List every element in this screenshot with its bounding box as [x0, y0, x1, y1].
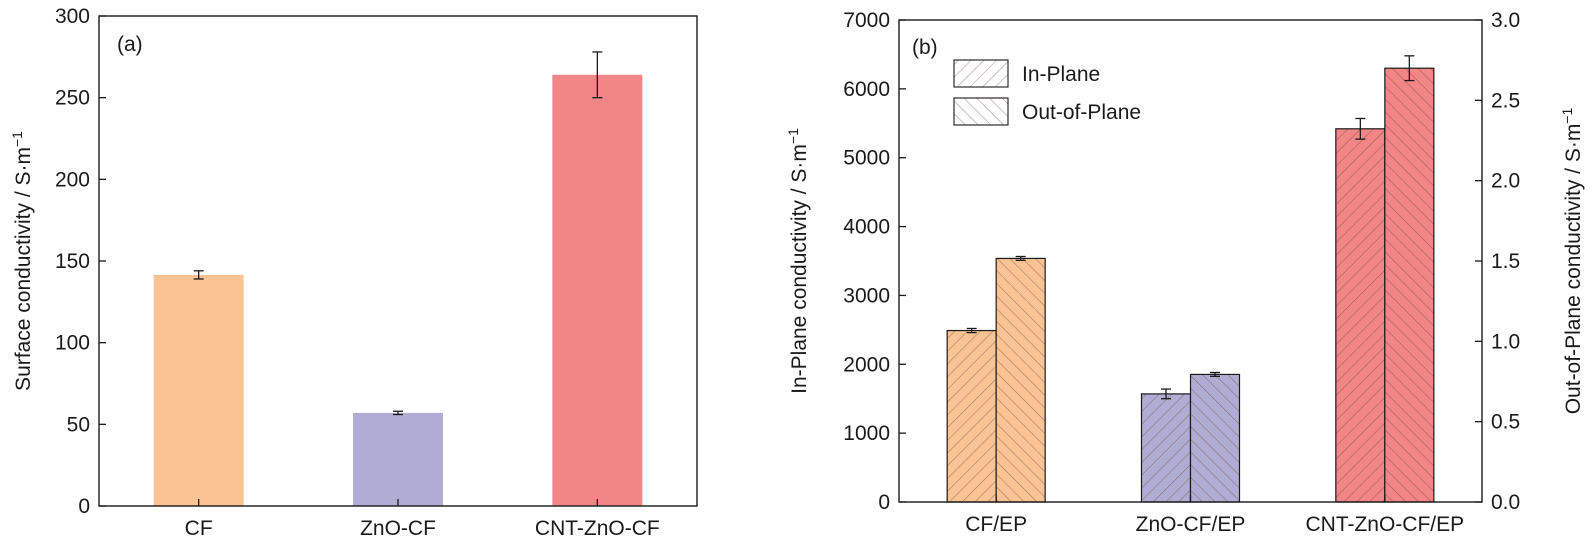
panel-a-y-axis-title-superscript: −1	[9, 131, 25, 147]
panel-b-left-y-axis-title-text: In-Plane conductivity / S·m	[788, 144, 811, 394]
panel-b-out-of-plane-bar-hatch	[995, 257, 1046, 503]
panel-a-y-tick-label: 200	[55, 168, 90, 191]
panel-b-right-y-tick-label: 2.0	[1491, 170, 1520, 193]
panel-a-y-axis-ticks: 0 50 100 150 200 250 300	[55, 5, 106, 518]
panel-a-bar	[153, 274, 244, 506]
panel-a-y-tick-label: 0	[78, 495, 90, 518]
panel-b-label: (b)	[912, 36, 938, 59]
panel-a-x-tick-label: ZnO-CF	[360, 517, 436, 540]
panel-a-y-tick-label: 100	[55, 332, 90, 355]
panel-b-right-y-tick-label: 1.5	[1491, 250, 1520, 273]
panel-a-y-tick-label: 50	[67, 413, 90, 436]
panel-b-left-y-tick-label: 4000	[843, 216, 890, 239]
panel-b-left-y-tick-label: 6000	[843, 78, 890, 101]
panel-b-right-y-tick-label: 0.0	[1491, 491, 1520, 514]
panel-a-y-axis-title: Surface conductivity / S·m−1	[9, 131, 35, 391]
panel-b-x-tick-label: CF/EP	[965, 513, 1027, 536]
panel-b-left-y-tick-label: 1000	[843, 422, 890, 445]
panel-b-right-y-tick-label: 3.0	[1491, 9, 1520, 32]
panel-b-right-y-tick-label: 2.5	[1491, 89, 1520, 112]
panel-b-right-y-axis-title: Out-of-Plane conductivity / S·m−1	[1559, 108, 1585, 415]
legend-label: Out-of-Plane	[1022, 101, 1141, 124]
panel-a-y-tick-label: 150	[55, 250, 90, 273]
panel-a-bar	[552, 74, 643, 507]
panel-b-error-bars	[966, 55, 1415, 400]
panel-b-out-of-plane-bar-hatch	[1189, 373, 1241, 503]
panel-b-right-y-axis-title-text: Out-of-Plane conductivity / S·m	[1562, 124, 1585, 415]
panel-b-left-y-axis-title: In-Plane conductivity / S·m−1	[785, 128, 811, 394]
panel-b-in-plane-bar-hatch	[1140, 393, 1192, 503]
panel-b-in-plane-bar-hatch	[946, 329, 997, 503]
panel-a: 0 50 100 150 200 250 300 CF ZnO-CF CNT-ZnO-CF (a…	[9, 5, 698, 540]
panel-a-y-tick-label: 300	[55, 5, 90, 28]
panel-b-left-y-tick-label: 3000	[843, 284, 890, 307]
panel-b-right-y-axis-ticks: 0.0 0.5 1.0 1.5 2.0 2.5 3.0	[1475, 9, 1520, 514]
panel-b-x-tick-label: CNT-ZnO-CF/EP	[1305, 513, 1464, 536]
panel-b-left-y-tick-label: 0	[878, 491, 890, 514]
panel-b-bars	[946, 67, 1435, 503]
panel-a-y-tick-label: 250	[55, 87, 90, 110]
panel-a-x-tick-label: CNT-ZnO-CF	[535, 517, 660, 540]
panel-b-right-y-axis-title-superscript: −1	[1559, 108, 1575, 124]
panel-b-left-y-tick-label: 2000	[843, 353, 890, 376]
panel-b: 0 1000 2000 3000 4000 5000 6000 7000 0.0 0.5 1.0 1…	[785, 9, 1585, 536]
panel-b-right-y-tick-label: 1.0	[1491, 330, 1520, 353]
panel-b-left-y-tick-label: 5000	[843, 147, 890, 170]
legend-swatch	[953, 59, 1009, 88]
panel-b-legend: In-Plane Out-of-Plane	[953, 59, 1141, 126]
panel-b-left-y-axis-title-superscript: −1	[785, 128, 801, 144]
panel-a-bars	[153, 74, 643, 507]
panel-a-x-tick-label: CF	[185, 517, 213, 540]
panel-b-in-plane-bar-hatch	[1335, 128, 1386, 503]
panel-a-y-axis-title-text: Surface conductivity / S·m	[12, 147, 35, 391]
panel-b-right-y-tick-label: 0.5	[1491, 411, 1520, 434]
panel-b-x-tick-label: ZnO-CF/EP	[1136, 513, 1246, 536]
panel-a-label: (a)	[117, 33, 143, 56]
panel-a-x-axis-ticks: CF ZnO-CF CNT-ZnO-CF	[185, 499, 660, 540]
legend-label: In-Plane	[1022, 63, 1100, 86]
panel-b-left-y-axis-ticks: 0 1000 2000 3000 4000 5000 6000 7000	[843, 9, 906, 514]
panel-b-out-of-plane-bar-hatch	[1384, 67, 1435, 503]
panel-b-left-y-tick-label: 7000	[843, 9, 890, 32]
panel-a-error-bars	[193, 51, 603, 416]
legend-swatch	[953, 97, 1009, 126]
panel-b-x-axis-ticks: CF/EP ZnO-CF/EP CNT-ZnO-CF/EP	[965, 495, 1464, 536]
panel-a-bar	[353, 412, 443, 506]
